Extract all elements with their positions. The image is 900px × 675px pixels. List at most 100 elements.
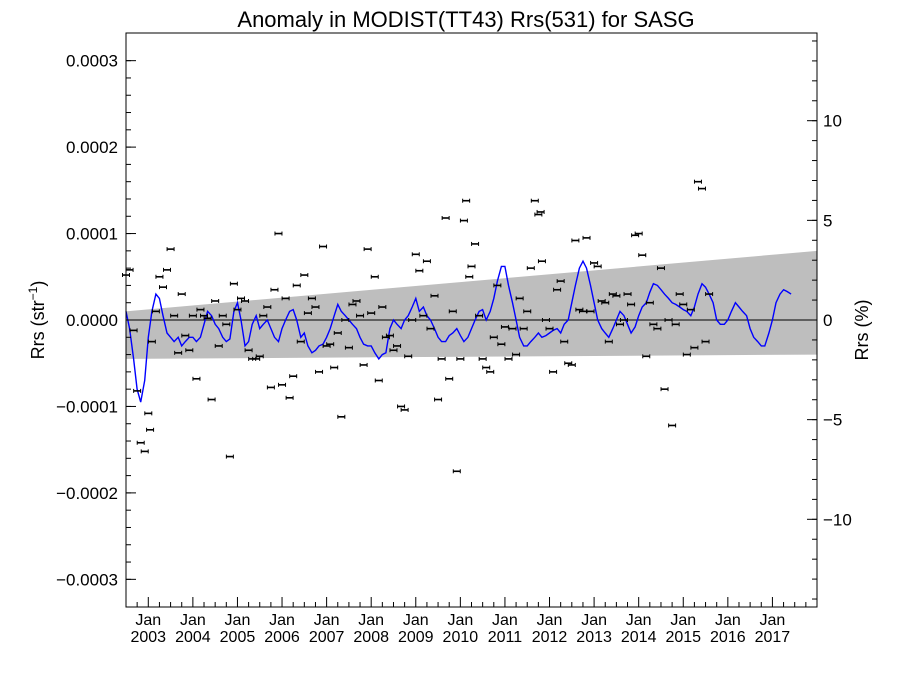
data-point — [144, 411, 153, 416]
data-point — [422, 259, 431, 264]
data-point — [656, 266, 665, 271]
data-point — [159, 285, 168, 290]
data-point — [400, 407, 409, 412]
x-tick-year-label: 2010 — [443, 629, 479, 646]
x-tick-year-label: 2004 — [175, 629, 211, 646]
data-point — [166, 247, 175, 252]
data-point — [690, 345, 699, 350]
data-point — [408, 318, 417, 322]
data-point — [697, 186, 706, 191]
data-point — [266, 385, 275, 390]
data-point — [188, 313, 197, 318]
data-point — [196, 307, 205, 312]
data-point — [241, 298, 250, 303]
data-point — [536, 209, 545, 214]
x-tick-month-label: Jan — [225, 612, 251, 629]
data-point — [237, 296, 246, 301]
data-point — [679, 302, 688, 307]
data-point — [170, 313, 179, 318]
data-point — [307, 296, 316, 301]
x-tick-month-label: Jan — [670, 612, 696, 629]
data-point — [645, 300, 654, 305]
data-point — [571, 238, 580, 243]
data-point — [146, 427, 155, 432]
y-tick-label: 0.0003 — [66, 52, 118, 71]
data-point — [352, 298, 361, 303]
data-point — [612, 293, 621, 298]
data-point — [553, 287, 562, 292]
data-point — [341, 318, 350, 322]
data-point — [181, 333, 190, 338]
data-point — [374, 378, 383, 383]
x-tick-year-label: 2003 — [130, 629, 166, 646]
x-tick-year-label: 2016 — [710, 629, 746, 646]
data-point — [285, 395, 294, 400]
data-point — [185, 348, 194, 353]
data-point — [367, 311, 376, 316]
data-point — [701, 339, 710, 344]
data-point — [225, 454, 234, 459]
data-point — [601, 300, 610, 305]
data-point — [229, 281, 238, 286]
data-point — [133, 388, 142, 393]
data-point — [378, 305, 387, 310]
data-point — [426, 326, 435, 331]
data-point — [686, 307, 695, 312]
x-tick-year-label: 2009 — [398, 629, 434, 646]
data-point — [445, 376, 454, 381]
data-point — [459, 218, 468, 223]
data-point — [534, 212, 543, 217]
data-point — [434, 397, 443, 402]
data-point — [311, 305, 320, 310]
data-point — [556, 279, 565, 284]
data-point — [593, 264, 602, 269]
data-point — [519, 326, 528, 331]
data-point — [163, 267, 172, 272]
data-point — [155, 274, 164, 279]
x-tick-year-label: 2011 — [488, 629, 523, 646]
data-point — [478, 356, 487, 361]
chart-title: Anomaly in MODIST(TT43) Rrs(531) for SAS… — [237, 7, 694, 32]
y-tick-label: 0.0002 — [66, 138, 118, 157]
data-point — [397, 404, 406, 409]
data-point — [560, 339, 569, 344]
data-point — [263, 305, 272, 310]
data-point — [541, 318, 550, 322]
data-point — [177, 292, 186, 297]
data-point — [530, 198, 539, 203]
y-tick-label: −0.0001 — [56, 397, 118, 416]
y2-tick-label: 0 — [823, 311, 832, 330]
y-tick-label: 0.0000 — [66, 311, 118, 330]
data-point — [549, 369, 558, 374]
data-point — [515, 296, 524, 301]
y-tick-label: 0.0001 — [66, 225, 118, 244]
data-point — [207, 397, 216, 402]
data-point — [337, 414, 346, 419]
data-point — [437, 356, 446, 361]
data-point — [415, 268, 424, 273]
data-point — [330, 365, 339, 370]
data-point — [642, 354, 651, 359]
data-point — [590, 260, 599, 265]
axes: −0.0003 −0.0002 −0.0001 0.0000 0.0001 0.0002 0… — [56, 32, 852, 646]
data-point — [489, 335, 498, 340]
x-tick-month-label: Jan — [358, 612, 384, 629]
data-point — [482, 365, 491, 370]
data-point — [638, 253, 647, 258]
data-point — [129, 328, 138, 333]
y2-tick-label: 10 — [823, 112, 842, 131]
data-point — [333, 330, 342, 335]
data-point — [693, 179, 702, 184]
data-point — [211, 298, 220, 303]
x-tick-year-label: 2014 — [621, 629, 657, 646]
data-point — [255, 354, 264, 359]
data-point — [634, 231, 643, 236]
data-point — [222, 322, 231, 327]
x-tick-year-label: 2017 — [755, 629, 791, 646]
y-axis-label: Rrs (str−1) — [26, 281, 48, 360]
x-tick-month-label: Jan — [135, 612, 161, 629]
x-tick-month-label: Jan — [537, 612, 563, 629]
data-point — [404, 354, 413, 359]
data-point — [359, 362, 368, 367]
y-tick-label: −0.0002 — [56, 484, 118, 503]
